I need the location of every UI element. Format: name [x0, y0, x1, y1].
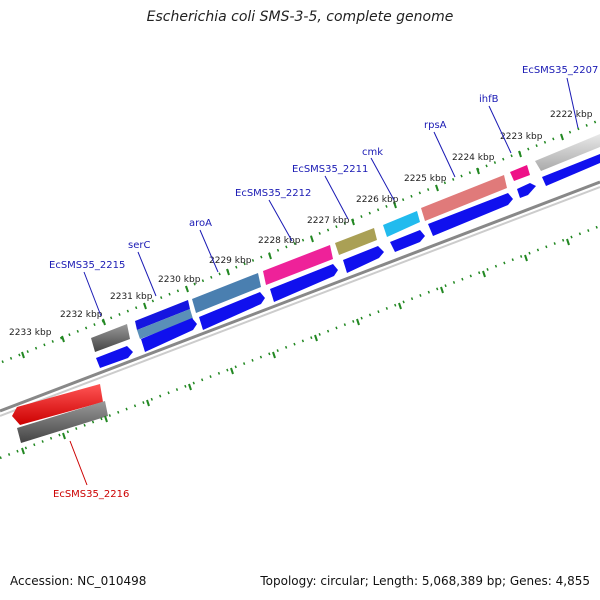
kbp-label: 2226 kbp: [356, 195, 399, 205]
map-title: Escherichia coli SMS-3-5, complete genom…: [146, 9, 454, 25]
kbp-label: 2227 kbp: [307, 216, 350, 226]
gene-block-2216-gray: [17, 401, 108, 443]
gene-label-aroA: aroA: [189, 218, 212, 229]
gene-block-cmk: [383, 211, 420, 237]
gene-label-EcSMS35_2211: EcSMS35_2211: [292, 164, 368, 175]
kbp-label: 2222 kbp: [550, 110, 593, 120]
gene-label-EcSMS35_2216: EcSMS35_2216: [53, 489, 129, 500]
gene-label-ihfB: ihfB: [479, 94, 499, 105]
reverse-genes: [12, 384, 108, 443]
genome-backbone: [0, 180, 600, 417]
kbp-label: 2231 kbp: [110, 292, 153, 302]
gene-label-serC: serC: [128, 240, 150, 251]
gene-block-2211: [335, 228, 377, 255]
kbp-label: 2233 kbp: [9, 328, 52, 338]
gene-labels: EcSMS35_2207 ihfB rpsA cmk EcSMS35_2211 …: [49, 65, 598, 500]
upper-cds-arrows: [96, 154, 600, 368]
topology-text: Topology: circular; Length: 5,068,389 bp…: [260, 574, 590, 588]
gene-block-aroA: [192, 273, 261, 313]
gene-block-2215: [91, 324, 130, 352]
forward-genes: [91, 134, 600, 352]
kbp-label: 2223 kbp: [500, 132, 543, 142]
kbp-label: 2232 kbp: [60, 310, 103, 320]
gene-block-2216-red: [12, 384, 103, 425]
accession-text: Accession: NC_010498: [10, 574, 147, 588]
gene-block-2212: [263, 245, 333, 285]
kbp-label: 2229 kbp: [209, 256, 252, 266]
gene-block-2207: [535, 134, 600, 171]
gene-block-ihfB: [510, 165, 530, 181]
gene-label-EcSMS35_2212: EcSMS35_2212: [235, 188, 311, 199]
gene-label-cmk: cmk: [362, 147, 383, 158]
forward-tick-row: [1, 118, 600, 364]
label-leader-lines: [69, 77, 579, 486]
gene-label-EcSMS35_2207: EcSMS35_2207: [522, 65, 598, 76]
gene-block-serC-bottom: [137, 309, 193, 339]
kbp-label: 2224 kbp: [452, 153, 495, 163]
gene-label-EcSMS35_2215: EcSMS35_2215: [49, 260, 125, 271]
kbp-label: 2230 kbp: [158, 275, 201, 285]
kbp-label: 2228 kbp: [258, 236, 301, 246]
reverse-tick-row: [0, 224, 600, 460]
kbp-tick-labels: 2222 kbp 2223 kbp 2224 kbp 2225 kbp 2226…: [9, 110, 593, 338]
gene-label-rpsA: rpsA: [424, 120, 447, 131]
gene-block-rpsA: [421, 175, 507, 221]
gene-block-serC-top: [135, 300, 190, 330]
kbp-label: 2225 kbp: [404, 174, 447, 184]
